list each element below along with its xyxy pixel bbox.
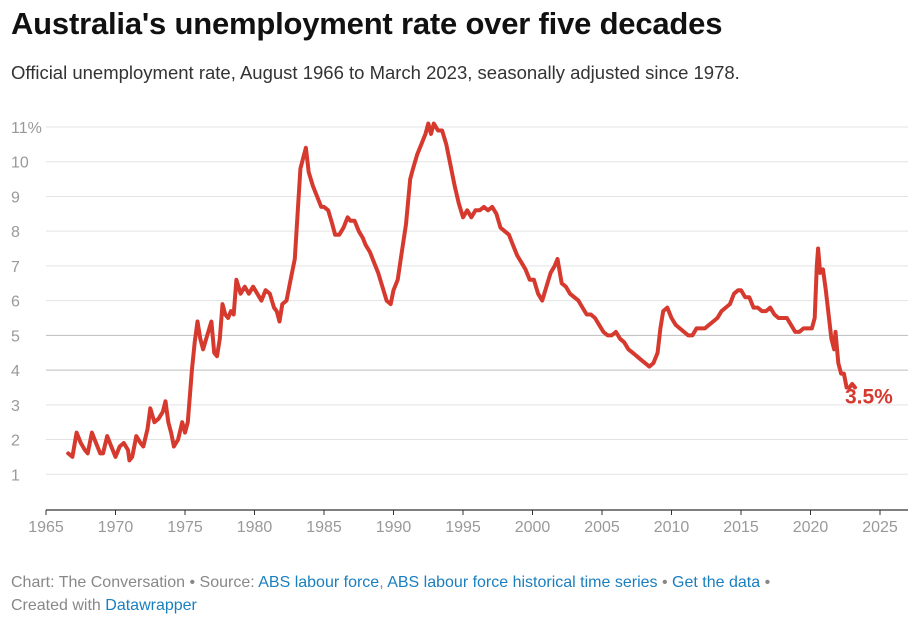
x-tick-label: 1985 xyxy=(306,519,342,536)
source-comma: , xyxy=(379,574,384,591)
y-tick-label: 9 xyxy=(11,189,20,206)
series-line-unemployment-rate xyxy=(66,121,857,463)
y-tick-label: 2 xyxy=(11,433,20,450)
y-tick-label: 8 xyxy=(11,224,20,241)
x-tick-label: 1995 xyxy=(445,519,481,536)
y-tick-label: 5 xyxy=(11,328,20,345)
x-tick-label: 1980 xyxy=(237,519,273,536)
get-the-data-link[interactable]: Get the data xyxy=(672,574,761,591)
x-tick-label: 2000 xyxy=(515,519,551,536)
chart-credit: Chart: The Conversation xyxy=(11,574,186,591)
y-tick-label: 1 xyxy=(11,467,20,484)
x-tick-label: 2025 xyxy=(862,519,898,536)
y-tick-label: 6 xyxy=(11,294,20,311)
footer-separator: • xyxy=(189,574,196,591)
x-axis-ticks: 1965 1970 1975 1980 1985 1990 1995 2000 2005 2010… xyxy=(28,510,898,536)
x-tick-label: 2005 xyxy=(584,519,620,536)
y-tick-label: 3 xyxy=(11,398,20,415)
source-link-abs-labour-force[interactable]: ABS labour force xyxy=(258,574,380,591)
x-tick-label: 1965 xyxy=(28,519,64,536)
x-tick-label: 1970 xyxy=(98,519,134,536)
x-tick-label: 1975 xyxy=(167,519,203,536)
x-tick-label: 2015 xyxy=(723,519,759,536)
datawrapper-link[interactable]: Datawrapper xyxy=(105,597,197,614)
chart-footer: Chart: The Conversation • Source: ABS la… xyxy=(11,571,911,617)
x-tick-label: 2020 xyxy=(793,519,829,536)
end-value-label: 3.5% xyxy=(845,385,893,408)
y-tick-label: 10 xyxy=(11,155,29,172)
chart-title: Australia's unemployment rate over five … xyxy=(11,6,723,41)
footer-separator: • xyxy=(661,574,668,591)
footer-separator: • xyxy=(764,574,771,591)
source-link-historical-series[interactable]: ABS labour force historical time series xyxy=(387,574,658,591)
chart-subtitle: Official unemployment rate, August 1966 … xyxy=(11,62,740,83)
series-layer xyxy=(66,121,857,463)
y-tick-label: 11% xyxy=(11,120,42,137)
x-tick-label: 2010 xyxy=(654,519,690,536)
x-tick-label: 1990 xyxy=(376,519,412,536)
y-tick-label: 4 xyxy=(11,363,20,380)
source-prefix: Source: xyxy=(199,574,255,591)
gridlines xyxy=(46,126,908,511)
y-axis-ticks: 1 2 3 4 5 6 7 8 9 10 11% xyxy=(11,120,42,484)
created-with-prefix: Created with xyxy=(11,597,101,614)
y-tick-label: 7 xyxy=(11,259,20,276)
